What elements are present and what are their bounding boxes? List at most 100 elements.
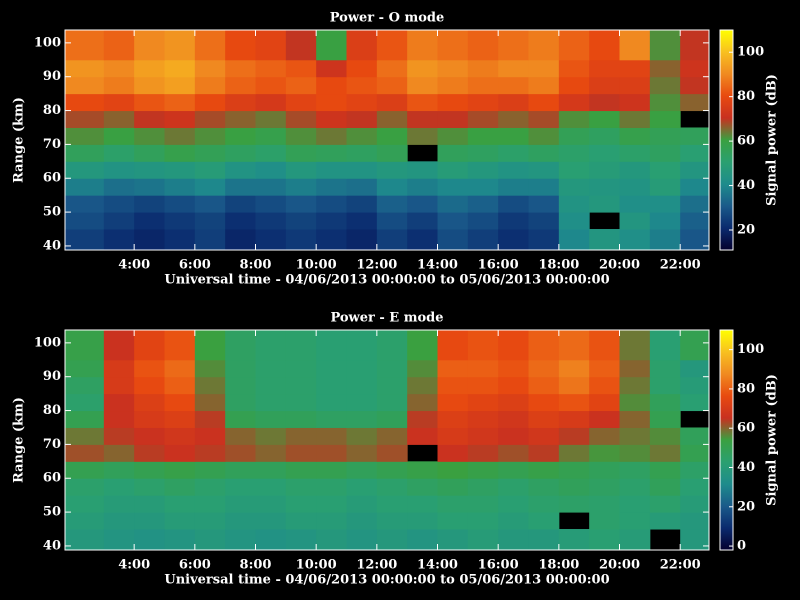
colorbar-tick-label: 100 bbox=[737, 45, 764, 60]
heatmap-cell bbox=[225, 461, 257, 479]
heatmap-cell bbox=[467, 59, 499, 78]
heatmap-cell bbox=[346, 529, 378, 551]
heatmap-cell bbox=[437, 444, 469, 462]
heatmap-cell bbox=[589, 195, 621, 213]
y-axis-label: Range (km) bbox=[12, 97, 27, 183]
heatmap-cell bbox=[589, 495, 621, 513]
heatmap-cell bbox=[316, 161, 348, 179]
y-tick-label: 80 bbox=[43, 103, 61, 118]
heatmap-cell bbox=[680, 93, 710, 112]
heatmap-cell bbox=[346, 59, 378, 78]
heatmap-cell bbox=[285, 59, 317, 78]
heatmap-cell bbox=[619, 127, 651, 145]
heatmap-cell bbox=[346, 444, 378, 462]
heatmap-cell bbox=[316, 359, 348, 378]
heatmap-cell bbox=[589, 161, 621, 179]
heatmap-cell bbox=[498, 478, 530, 496]
heatmap-cell bbox=[285, 444, 317, 462]
heatmap-cell bbox=[194, 127, 226, 145]
heatmap-cell bbox=[194, 461, 226, 479]
y-tick-label: 90 bbox=[43, 369, 61, 384]
heatmap-cell bbox=[589, 76, 621, 95]
heatmap-cell bbox=[285, 376, 317, 395]
heatmap-cell bbox=[619, 30, 651, 61]
heatmap-cell bbox=[528, 59, 560, 78]
heatmap-cell bbox=[619, 529, 651, 551]
heatmap-cell bbox=[65, 93, 105, 112]
heatmap-cell bbox=[498, 144, 530, 162]
heatmap-cell bbox=[407, 376, 439, 395]
heatmap-cell bbox=[619, 178, 651, 196]
heatmap-cell bbox=[65, 110, 105, 128]
heatmap-cell bbox=[164, 444, 196, 462]
heatmap-cell bbox=[558, 110, 590, 128]
heatmap-cell bbox=[649, 393, 681, 412]
heatmap-cell bbox=[498, 461, 530, 479]
heatmap-cell bbox=[467, 376, 499, 395]
heatmap-cell bbox=[528, 76, 560, 95]
heatmap-cell bbox=[437, 330, 469, 361]
heatmap-cell bbox=[103, 393, 135, 412]
heatmap-cell bbox=[498, 444, 530, 462]
heatmap-cell bbox=[103, 376, 135, 395]
heatmap-cell bbox=[680, 444, 710, 462]
heatmap-cell bbox=[407, 529, 439, 551]
heatmap-cell bbox=[285, 461, 317, 479]
heatmap-cell bbox=[498, 178, 530, 196]
heatmap-cell bbox=[498, 212, 530, 230]
heatmap-cell bbox=[680, 512, 710, 530]
heatmap-cell bbox=[437, 376, 469, 395]
heatmap-cell bbox=[619, 212, 651, 230]
heatmap-cell bbox=[164, 229, 196, 251]
heatmap-cell bbox=[225, 478, 257, 496]
x-axis-label: Universal time - 04/06/2013 00:00:00 to … bbox=[164, 573, 609, 588]
heatmap-cell bbox=[649, 376, 681, 395]
y-tick-label: 80 bbox=[43, 403, 61, 418]
heatmap-cell bbox=[225, 76, 257, 95]
x-tick-label: 16:00 bbox=[478, 258, 519, 273]
heatmap-cell bbox=[346, 144, 378, 162]
heatmap-cell bbox=[619, 229, 651, 251]
heatmap-cell bbox=[346, 161, 378, 179]
heatmap-cell bbox=[589, 461, 621, 479]
heatmap-cell bbox=[164, 195, 196, 213]
heatmap-cell bbox=[194, 330, 226, 361]
heatmap-cell bbox=[103, 461, 135, 479]
heatmap-cell bbox=[649, 110, 681, 128]
heatmap-cell bbox=[376, 495, 408, 513]
heatmap-cell bbox=[437, 229, 469, 251]
heatmap-cell bbox=[103, 229, 135, 251]
heatmap-cell bbox=[225, 512, 257, 530]
heatmap-cell bbox=[376, 376, 408, 395]
heatmap-cell bbox=[255, 529, 287, 551]
heatmap-cell bbox=[498, 76, 530, 95]
heatmap-cell bbox=[467, 110, 499, 128]
heatmap-cell bbox=[437, 127, 469, 145]
heatmap-cell bbox=[316, 110, 348, 128]
heatmap-cell bbox=[528, 461, 560, 479]
heatmap-cell bbox=[437, 76, 469, 95]
heatmap-cell bbox=[437, 178, 469, 196]
heatmap-cell bbox=[134, 393, 165, 412]
heatmap-cell bbox=[316, 229, 348, 251]
heatmap-cell bbox=[498, 127, 530, 145]
heatmap-cell bbox=[194, 76, 226, 95]
heatmap-cell bbox=[164, 178, 196, 196]
heatmap-cell bbox=[528, 376, 560, 395]
heatmap-cell bbox=[589, 478, 621, 496]
y-axis-label: Range (km) bbox=[12, 397, 27, 483]
x-tick-label: 18:00 bbox=[538, 258, 579, 273]
heatmap-cell bbox=[558, 229, 590, 251]
x-tick-label: 22:00 bbox=[660, 558, 701, 573]
heatmap-cell bbox=[528, 195, 560, 213]
heatmap-cell bbox=[467, 76, 499, 95]
heatmap-cell bbox=[680, 127, 710, 145]
heatmap-cell bbox=[589, 427, 621, 445]
heatmap-cell bbox=[346, 195, 378, 213]
heatmap-cell bbox=[164, 93, 196, 112]
heatmap-cell bbox=[65, 393, 105, 412]
heatmap-cell bbox=[164, 127, 196, 145]
colorbar-tick-label: 20 bbox=[737, 499, 755, 514]
heatmap-cell bbox=[407, 495, 439, 513]
